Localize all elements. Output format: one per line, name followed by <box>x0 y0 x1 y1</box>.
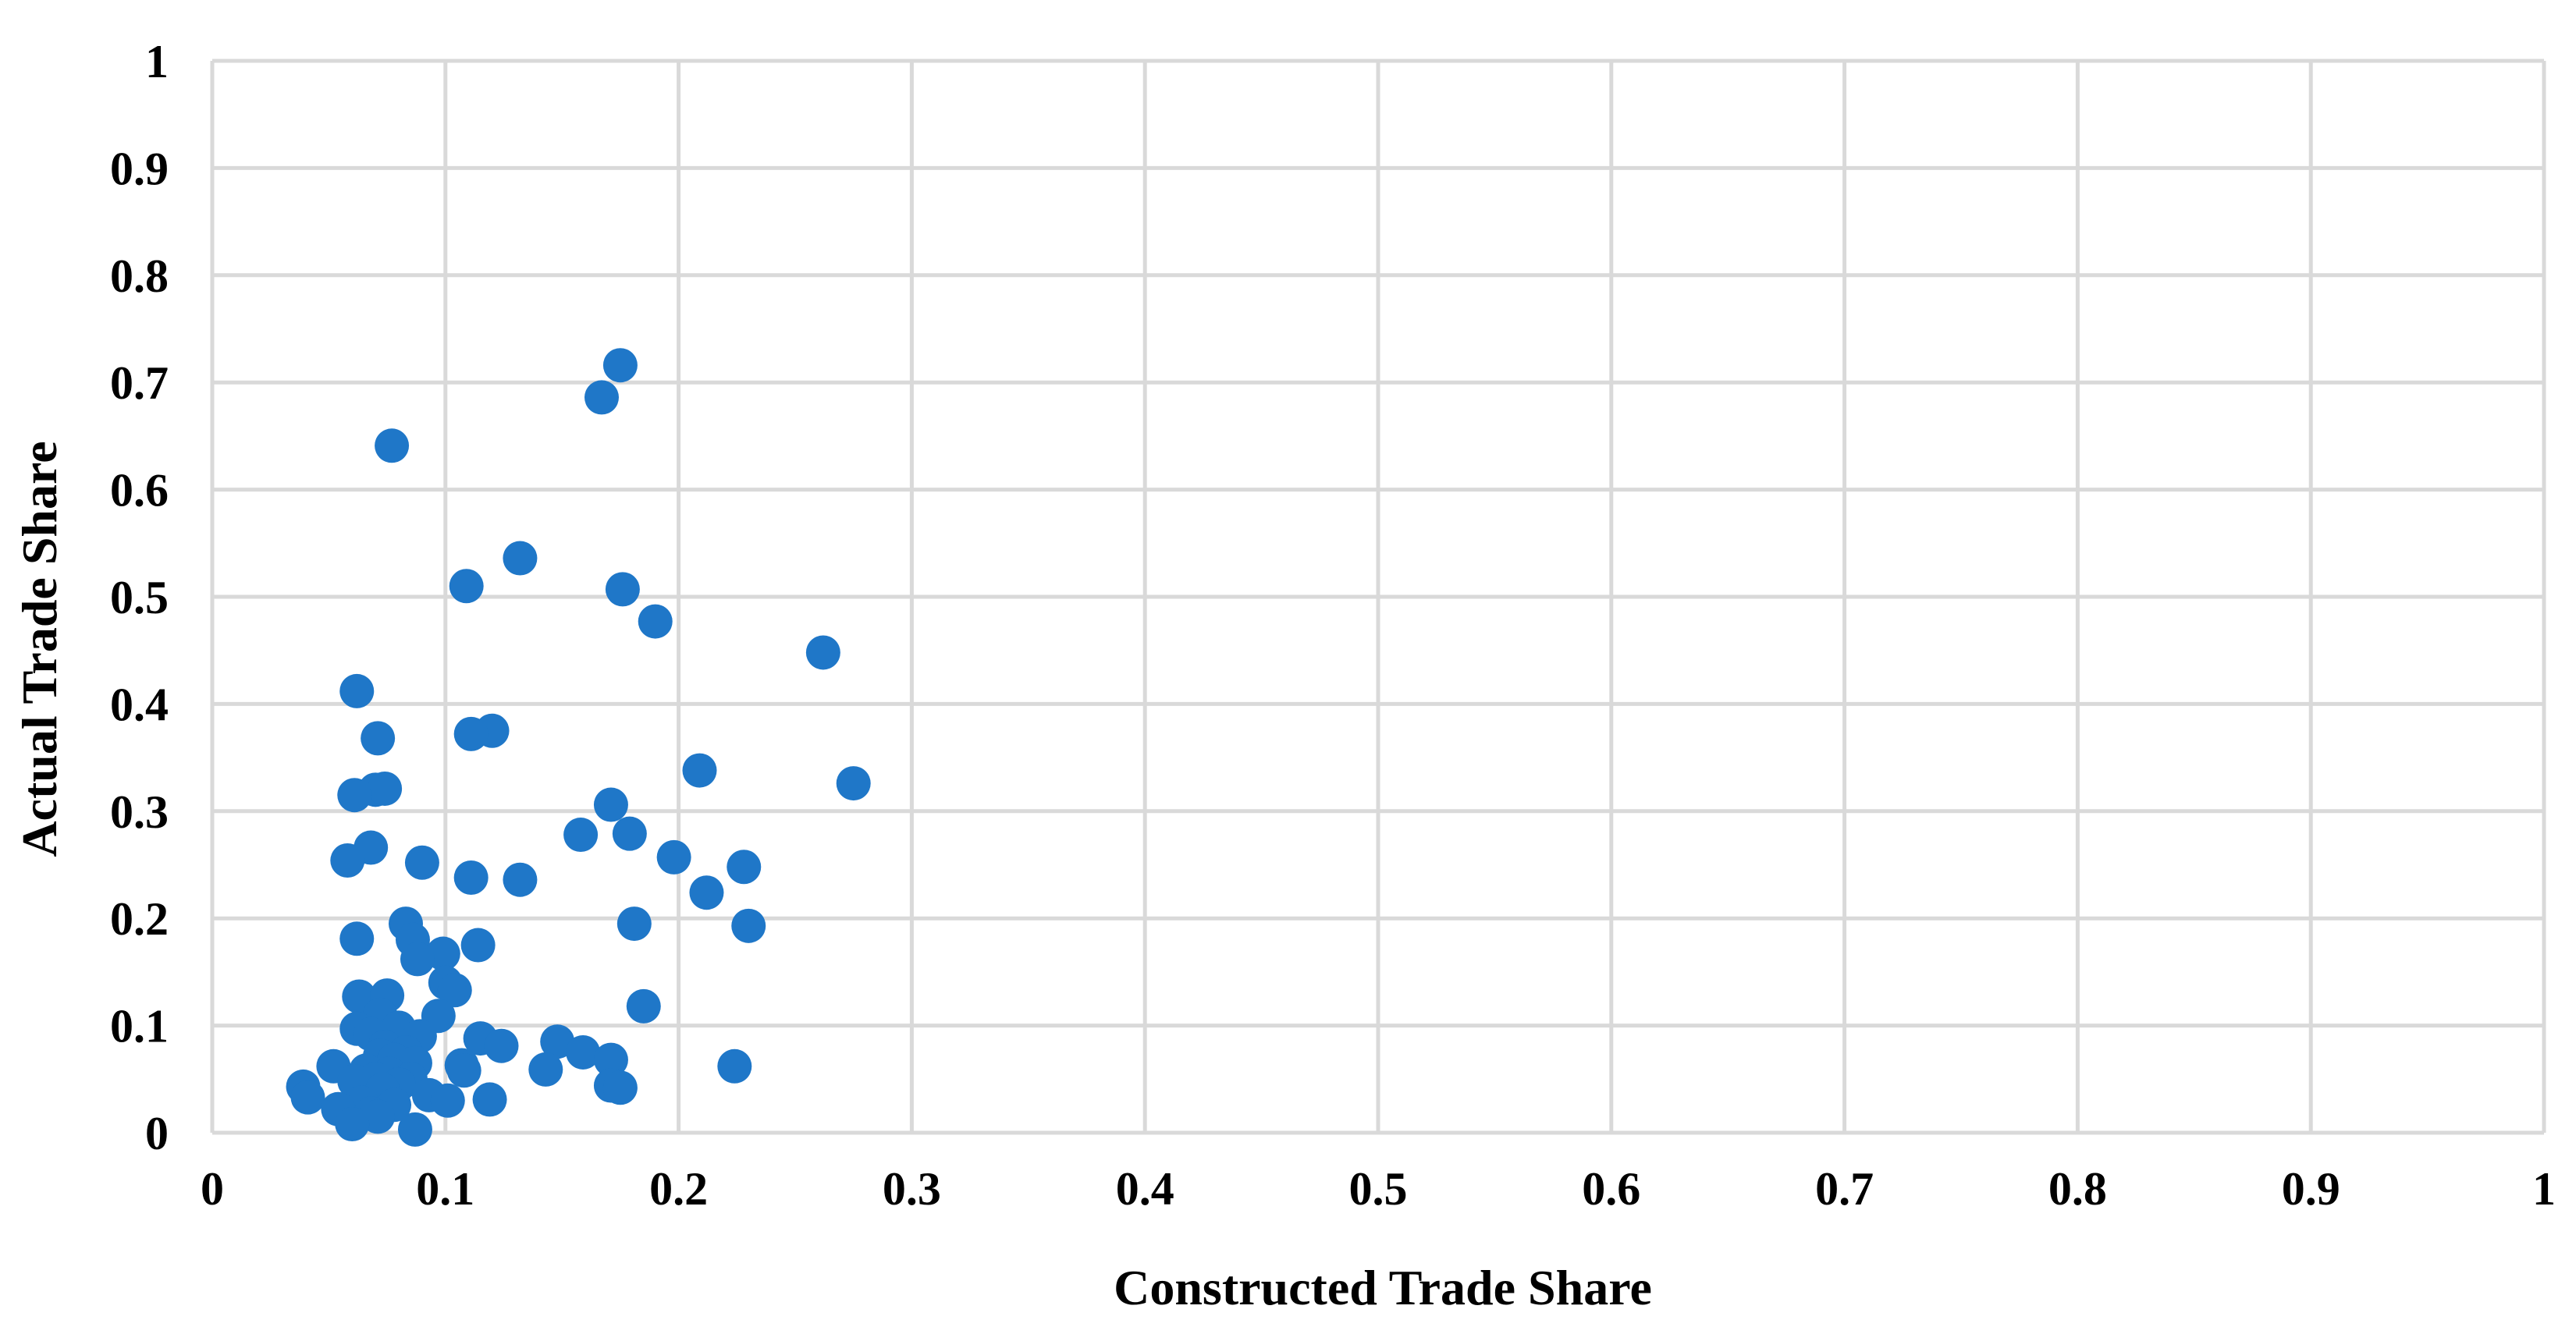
x-tick-label: 0.8 <box>2048 1163 2107 1215</box>
data-point <box>602 1070 638 1105</box>
data-point <box>404 845 439 880</box>
data-point <box>484 1028 519 1063</box>
data-point <box>425 936 460 971</box>
x-tick-label: 1 <box>2532 1163 2556 1215</box>
data-point <box>472 1082 507 1117</box>
gridlines <box>210 59 2546 1135</box>
data-point <box>656 839 691 875</box>
data-point <box>626 988 661 1024</box>
data-point <box>566 1034 601 1070</box>
data-point <box>593 1042 628 1077</box>
data-point <box>805 635 840 670</box>
data-point <box>717 1048 752 1084</box>
data-point <box>836 766 871 801</box>
y-tick-label: 0.4 <box>110 679 169 730</box>
y-tick-label: 0.3 <box>110 786 169 838</box>
data-points <box>286 348 871 1147</box>
y-tick-label: 0 <box>145 1108 169 1159</box>
y-tick-label: 0.8 <box>110 250 169 302</box>
data-point <box>453 716 489 751</box>
x-tick-label: 0 <box>201 1163 224 1215</box>
data-point <box>584 380 619 415</box>
x-axis-title: Constructed Trade Share <box>1114 1260 1652 1315</box>
y-tick-label: 0.2 <box>110 893 169 945</box>
x-tick-label: 0.9 <box>2282 1163 2340 1215</box>
data-point <box>593 787 628 822</box>
x-tick-label: 0.7 <box>1815 1163 1874 1215</box>
y-tick-label: 0.1 <box>110 1001 169 1052</box>
data-point <box>400 942 435 977</box>
y-tick-label: 0.9 <box>110 143 169 194</box>
data-point <box>430 1083 465 1118</box>
x-tick-label: 0.3 <box>883 1163 941 1215</box>
data-point <box>616 906 652 942</box>
data-point <box>638 604 673 639</box>
data-point <box>397 1112 432 1147</box>
data-point <box>731 908 766 943</box>
data-point <box>339 673 375 708</box>
data-point <box>727 850 762 885</box>
y-axis-title: Actual Trade Share <box>12 441 67 857</box>
data-point <box>290 1080 325 1115</box>
data-point <box>449 569 484 604</box>
data-point <box>460 928 496 963</box>
data-point <box>339 921 375 956</box>
data-point <box>605 572 640 607</box>
data-point <box>337 778 372 813</box>
x-tick-label: 0.2 <box>649 1163 708 1215</box>
data-point <box>361 721 396 756</box>
x-tick-label: 0.6 <box>1582 1163 1640 1215</box>
data-point <box>437 973 472 1008</box>
data-point <box>375 428 410 463</box>
data-point <box>330 843 365 878</box>
data-point <box>602 348 638 383</box>
y-tick-label: 0.7 <box>110 357 169 409</box>
data-point <box>540 1024 575 1059</box>
data-point <box>528 1052 563 1087</box>
data-point <box>563 818 599 853</box>
x-tick-label: 0.4 <box>1116 1163 1174 1215</box>
data-point <box>689 875 724 910</box>
data-point <box>612 816 647 851</box>
data-point <box>453 860 489 895</box>
y-tick-label: 0.5 <box>110 572 169 623</box>
x-tick-label: 0.5 <box>1349 1163 1408 1215</box>
x-tick-label: 0.1 <box>416 1163 474 1215</box>
data-point <box>682 753 717 788</box>
data-point <box>503 862 538 897</box>
data-point <box>335 1107 370 1142</box>
x-tick-labels: 0 0.1 0.2 0.3 0.4 0.5 0.6 0.7 0.8 0.9 1 <box>201 1163 2556 1215</box>
y-tick-label: 1 <box>145 36 169 87</box>
data-point <box>446 1053 481 1088</box>
y-tick-labels: 0 0.1 0.2 0.3 0.4 0.5 0.6 0.7 0.8 0.9 1 <box>110 36 169 1159</box>
y-tick-label: 0.6 <box>110 465 169 516</box>
data-point <box>368 771 403 806</box>
data-point <box>503 541 538 576</box>
